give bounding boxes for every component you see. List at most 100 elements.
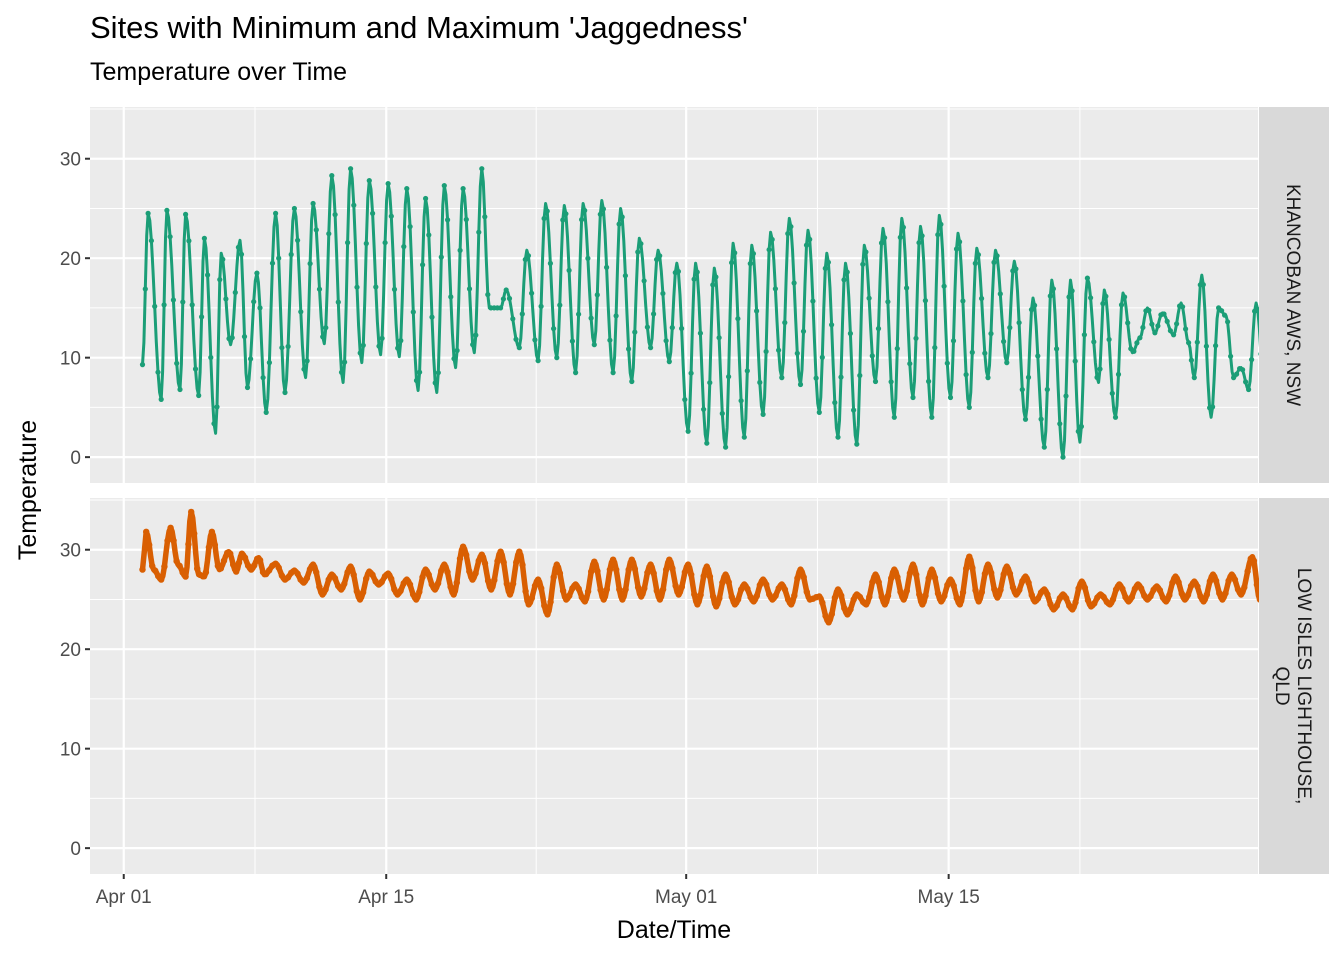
data-point: [610, 370, 616, 376]
data-point: [1013, 591, 1020, 598]
data-point: [925, 575, 932, 582]
data-point: [735, 316, 741, 322]
data-point: [472, 570, 479, 577]
data-point: [791, 280, 797, 286]
data-point: [205, 272, 211, 278]
data-point: [142, 286, 148, 292]
data-point: [177, 386, 183, 393]
data-point: [616, 221, 622, 227]
data-point: [211, 421, 217, 427]
data-point: [1197, 593, 1204, 600]
data-point: [778, 581, 785, 588]
data-point: [1169, 579, 1176, 586]
data-point: [1206, 578, 1214, 585]
data-point: [194, 565, 201, 572]
data-point: [397, 587, 404, 594]
data-point: [170, 537, 177, 544]
data-point: [503, 287, 509, 293]
data-point: [932, 345, 938, 351]
data-point: [183, 211, 189, 217]
data-point: [860, 261, 866, 267]
data-point: [800, 573, 807, 581]
data-point: [648, 345, 654, 351]
data-point: [872, 378, 879, 385]
data-point: [760, 411, 766, 417]
data-point: [619, 214, 625, 220]
data-point: [145, 210, 151, 216]
data-point: [534, 576, 542, 583]
data-point: [223, 296, 229, 302]
data-point: [1178, 590, 1186, 597]
data-point: [794, 575, 801, 582]
data-point: [966, 404, 972, 410]
data-point: [803, 588, 810, 596]
data-point: [972, 587, 979, 594]
data-point: [1164, 318, 1170, 324]
data-point: [191, 530, 198, 537]
data-point: [1225, 319, 1231, 325]
data-point: [926, 378, 932, 384]
data-point: [254, 270, 260, 276]
data-point: [335, 299, 341, 305]
data-point: [734, 596, 742, 603]
data-point: [713, 603, 720, 610]
data-point: [616, 586, 623, 593]
data-point: [994, 594, 1001, 601]
data-point: [1146, 307, 1152, 313]
data-point: [928, 566, 935, 573]
data-point: [1149, 321, 1155, 327]
data-point: [1044, 386, 1050, 393]
data-point: [538, 303, 544, 309]
data-point: [541, 215, 547, 222]
data-point: [423, 195, 429, 202]
data-point: [170, 297, 176, 303]
data-point: [900, 224, 907, 230]
data-point: [1131, 348, 1137, 354]
data-point: [1222, 590, 1229, 597]
data-point: [303, 574, 311, 582]
data-point: [894, 573, 901, 581]
data-point: [738, 398, 744, 404]
data-point: [797, 566, 804, 573]
data-point: [650, 570, 657, 577]
data-point: [557, 302, 563, 308]
data-point: [600, 596, 607, 603]
data-point: [481, 560, 489, 567]
data-point: [888, 575, 895, 582]
data-point: [766, 247, 772, 253]
data-point: [563, 211, 569, 217]
data-point: [528, 595, 535, 602]
data-point: [469, 576, 476, 583]
data-point: [494, 558, 501, 565]
data-point: [196, 392, 202, 399]
data-point: [158, 396, 164, 402]
data-point: [744, 585, 751, 592]
data-point: [822, 265, 828, 271]
data-point: [500, 296, 506, 302]
data-point: [626, 346, 632, 352]
data-point: [1194, 583, 1201, 590]
data-point: [167, 524, 174, 531]
data-point: [844, 611, 851, 618]
data-point: [1094, 374, 1100, 380]
data-point: [282, 389, 288, 396]
data-point: [703, 563, 710, 570]
data-point: [669, 565, 676, 572]
data-point: [741, 434, 747, 440]
data-point: [351, 202, 357, 208]
data-point: [1075, 428, 1081, 434]
y-tick-label: 30: [60, 150, 81, 171]
data-point: [422, 566, 429, 573]
data-point: [938, 598, 945, 605]
data-point: [238, 251, 245, 257]
data-point: [1022, 573, 1029, 580]
data-point: [838, 592, 845, 599]
data-point: [1066, 294, 1072, 300]
data-point: [929, 414, 935, 420]
data-point: [831, 594, 839, 601]
data-point: [688, 370, 694, 376]
data-point: [484, 577, 492, 584]
data-point: [1203, 591, 1211, 598]
data-point: [807, 236, 813, 242]
data-point: [244, 384, 251, 391]
